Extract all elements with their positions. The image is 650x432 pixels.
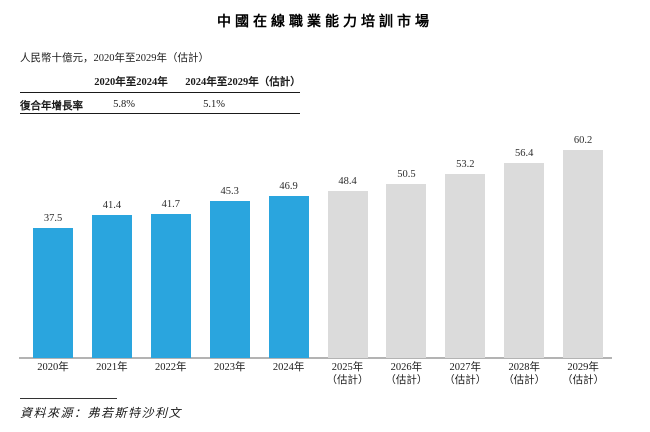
bar-2022年 bbox=[150, 213, 191, 358]
bar-value-label: 46.9 bbox=[279, 180, 298, 192]
x-tick-label: 2020年 bbox=[37, 362, 69, 375]
x-tick-year: 2026年 bbox=[390, 362, 423, 373]
x-tick-label: 2022年 bbox=[155, 362, 187, 375]
x-tick-estimate-note: （估計） bbox=[385, 374, 428, 386]
x-tick-label: 2027年 （估計） bbox=[444, 362, 486, 387]
bar-value-label: 50.5 bbox=[397, 168, 416, 180]
bar-value-label: 41.4 bbox=[102, 199, 122, 211]
bar-2020年 bbox=[33, 228, 73, 358]
x-tick-year: 2028年 bbox=[508, 362, 540, 373]
bar-2024年 bbox=[268, 195, 309, 358]
bar-value-label: 45.3 bbox=[220, 186, 239, 198]
x-tick-estimate-note: （估計） bbox=[562, 374, 605, 386]
bar-value-label: 48.4 bbox=[338, 175, 357, 187]
cagr-table-rule-top bbox=[20, 92, 300, 93]
x-axis-line bbox=[19, 357, 612, 359]
x-tick-year: 2025年 bbox=[331, 362, 364, 373]
bar-2021年 bbox=[91, 214, 132, 358]
x-tick-label: 2025年 （估計） bbox=[327, 362, 369, 387]
x-tick-label: 2023年 bbox=[214, 362, 246, 375]
source-text: 資料來源：弗若斯特沙利文 bbox=[20, 406, 183, 420]
cagr-value-2: 5.1% bbox=[203, 99, 225, 110]
x-tick-year: 2027年 bbox=[449, 362, 482, 373]
bar-value-label: 56.4 bbox=[515, 148, 534, 160]
source-divider bbox=[20, 398, 117, 399]
bar-2023年 bbox=[209, 201, 250, 358]
cagr-row-label: 復合年增長率 bbox=[20, 101, 83, 112]
figure-title: 中國在線職業能力培訓市場 bbox=[217, 15, 433, 30]
x-tick-label: 2026年 （估計） bbox=[385, 362, 427, 387]
x-tick-year: 2029年 bbox=[567, 362, 599, 373]
bar-2025年 bbox=[327, 190, 368, 358]
x-tick-label: 2029年 （估計） bbox=[562, 362, 604, 387]
x-tick-estimate-note: （估計） bbox=[444, 374, 487, 386]
cagr-value-1: 5.8% bbox=[113, 99, 135, 110]
bar-2027年 bbox=[445, 174, 486, 358]
figure-subtitle: 人民幣十億元，2020年至2029年（估計） bbox=[20, 53, 209, 64]
cagr-table-rule-bottom bbox=[20, 113, 300, 114]
cagr-col-header-1: 2020年至2024年 bbox=[94, 77, 168, 88]
bar-value-label: 41.7 bbox=[161, 198, 180, 210]
bar-value-label: 37.5 bbox=[43, 213, 63, 225]
x-tick-year: 2024年 bbox=[272, 362, 305, 373]
x-tick-estimate-note: （估計） bbox=[326, 374, 369, 386]
x-tick-label: 2028年 （估計） bbox=[503, 362, 545, 387]
x-tick-year: 2021年 bbox=[96, 362, 128, 373]
bar-value-label: 60.2 bbox=[573, 135, 593, 146]
bar-value-label: 53.2 bbox=[456, 159, 475, 171]
x-tick-year: 2022年 bbox=[155, 362, 187, 373]
cagr-col-header-2: 2024年至2029年（估計） bbox=[185, 77, 301, 88]
bar-2029年 bbox=[563, 150, 604, 358]
bar-2026年 bbox=[386, 183, 427, 358]
bar-2028年 bbox=[504, 163, 545, 358]
x-tick-year: 2023年 bbox=[213, 362, 246, 373]
x-tick-estimate-note: （估計） bbox=[503, 374, 546, 386]
x-tick-label: 2021年 bbox=[96, 362, 128, 375]
x-tick-label: 2024年 bbox=[273, 362, 305, 375]
x-tick-year: 2020年 bbox=[37, 362, 69, 373]
